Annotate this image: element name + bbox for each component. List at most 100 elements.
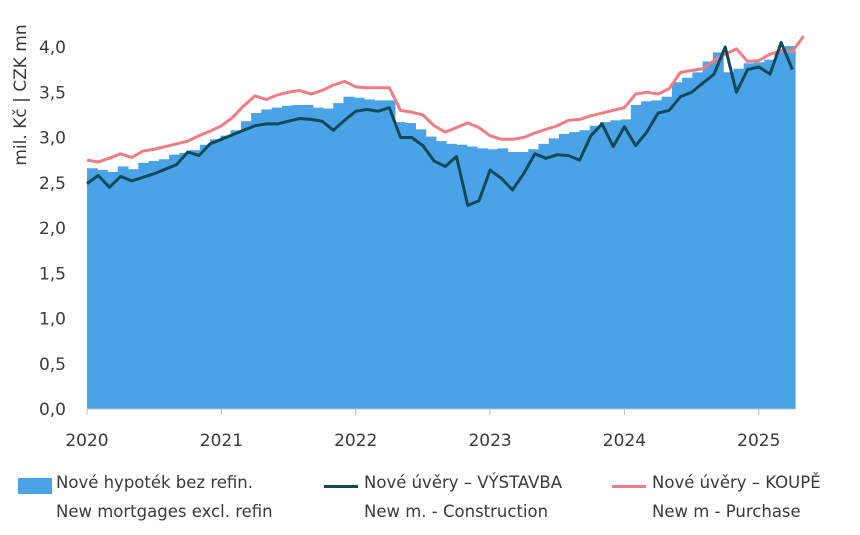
bar (189, 150, 201, 410)
line-series-purchase (86, 35, 805, 164)
bar (456, 144, 468, 410)
bar (323, 108, 334, 409)
bar (764, 59, 776, 410)
legend-bar-label-en: New mortgages excl. refin (56, 502, 273, 521)
bar (630, 104, 642, 410)
bar (476, 148, 488, 410)
legend: Nové hypoték bez refin. New mortgages ex… (0, 468, 860, 528)
y-tick-label: 1,5 (39, 264, 66, 284)
legend-construction-label-en: New m. - Construction (364, 502, 549, 521)
bar (620, 119, 632, 410)
bar (579, 130, 591, 409)
bar (230, 130, 242, 409)
bar (712, 52, 724, 410)
bar (374, 100, 386, 409)
bar (128, 169, 139, 409)
y-tick-label: 2,5 (39, 174, 66, 194)
bar (364, 99, 375, 410)
bar (107, 171, 119, 409)
bar (210, 139, 221, 409)
x-tick-label: 2022 (334, 431, 377, 451)
bar (199, 144, 211, 410)
y-tick-label: 3,5 (39, 83, 66, 103)
bar (251, 113, 263, 409)
x-tick-label: 2020 (65, 431, 108, 451)
bar (733, 68, 745, 409)
bar (415, 129, 427, 410)
bar (435, 141, 447, 409)
bar (281, 105, 293, 409)
y-tick-label: 4,0 (39, 38, 66, 58)
bar (692, 72, 704, 409)
x-axis: 2020 2021 2022 2023 2024 2025 (65, 408, 795, 451)
bar (487, 149, 499, 409)
bar (743, 63, 755, 409)
bar (507, 151, 519, 410)
legend-swatch-construction (324, 485, 358, 488)
bar (641, 101, 652, 410)
bar (261, 109, 273, 409)
bar (702, 61, 714, 409)
bar (682, 77, 693, 410)
bar (610, 120, 622, 409)
y-tick-label: 0,5 (39, 355, 66, 375)
x-tick-label: 2021 (200, 431, 243, 451)
bar (784, 46, 796, 409)
y-tick-label: 0,0 (39, 400, 66, 420)
x-tick-label: 2023 (468, 431, 511, 451)
bar (753, 62, 765, 409)
bar (651, 100, 663, 409)
bar (559, 133, 570, 409)
bar (271, 107, 283, 409)
bar (312, 107, 324, 409)
bar (87, 168, 98, 409)
bar (497, 148, 509, 410)
y-tick-label: 2,0 (39, 219, 66, 239)
line-series-construction (86, 40, 794, 207)
bar (158, 159, 170, 409)
legend-construction-label-cz: Nové úvěry – VÝSTAVBA (364, 473, 563, 492)
bar (589, 125, 601, 410)
bar (671, 82, 683, 410)
bar-series-new-mortgages (87, 46, 796, 410)
bar (148, 161, 160, 409)
bar (569, 132, 581, 409)
x-tick-label: 2024 (603, 431, 646, 451)
legend-purchase-label-cz: Nové úvěry – KOUPĚ (652, 473, 821, 492)
y-axis: 0,0 0,5 1,0 1,5 2,0 2,5 3,0 3,5 4,0 (39, 38, 66, 420)
bar (384, 100, 396, 409)
bar (169, 154, 180, 409)
bar (774, 51, 786, 410)
bar (548, 138, 560, 409)
bar (466, 146, 478, 410)
bar (292, 104, 304, 410)
bar (240, 121, 252, 410)
bar (117, 166, 129, 409)
legend-swatch-bar (18, 478, 52, 494)
bar (333, 103, 345, 410)
mortgage-chart: 0,0 0,5 1,0 1,5 2,0 2,5 3,0 3,5 4,0 2020 2021 2022… (11, 24, 805, 451)
y-tick-label: 3,0 (39, 129, 66, 149)
x-tick-label: 2025 (737, 431, 780, 451)
bar (517, 151, 529, 410)
legend-purchase-label-en: New m - Purchase (652, 502, 801, 521)
y-tick-label: 1,0 (39, 310, 66, 330)
bar (353, 97, 365, 410)
legend-swatch-purchase (612, 485, 646, 488)
bar (405, 123, 416, 410)
bar (97, 170, 109, 409)
bar (220, 135, 232, 409)
bar (661, 96, 673, 410)
bar (600, 122, 611, 410)
bar (302, 104, 314, 410)
y-axis-label: mil. Kč | CZK mn (11, 24, 31, 165)
bar (138, 162, 150, 409)
bar (179, 152, 191, 409)
bar (538, 143, 550, 409)
bar (343, 96, 355, 410)
bar (394, 122, 406, 410)
bar (446, 143, 457, 409)
legend-bar-label-cz: Nové hypoték bez refin. (56, 473, 254, 492)
bar (528, 149, 540, 409)
bar (425, 136, 437, 409)
